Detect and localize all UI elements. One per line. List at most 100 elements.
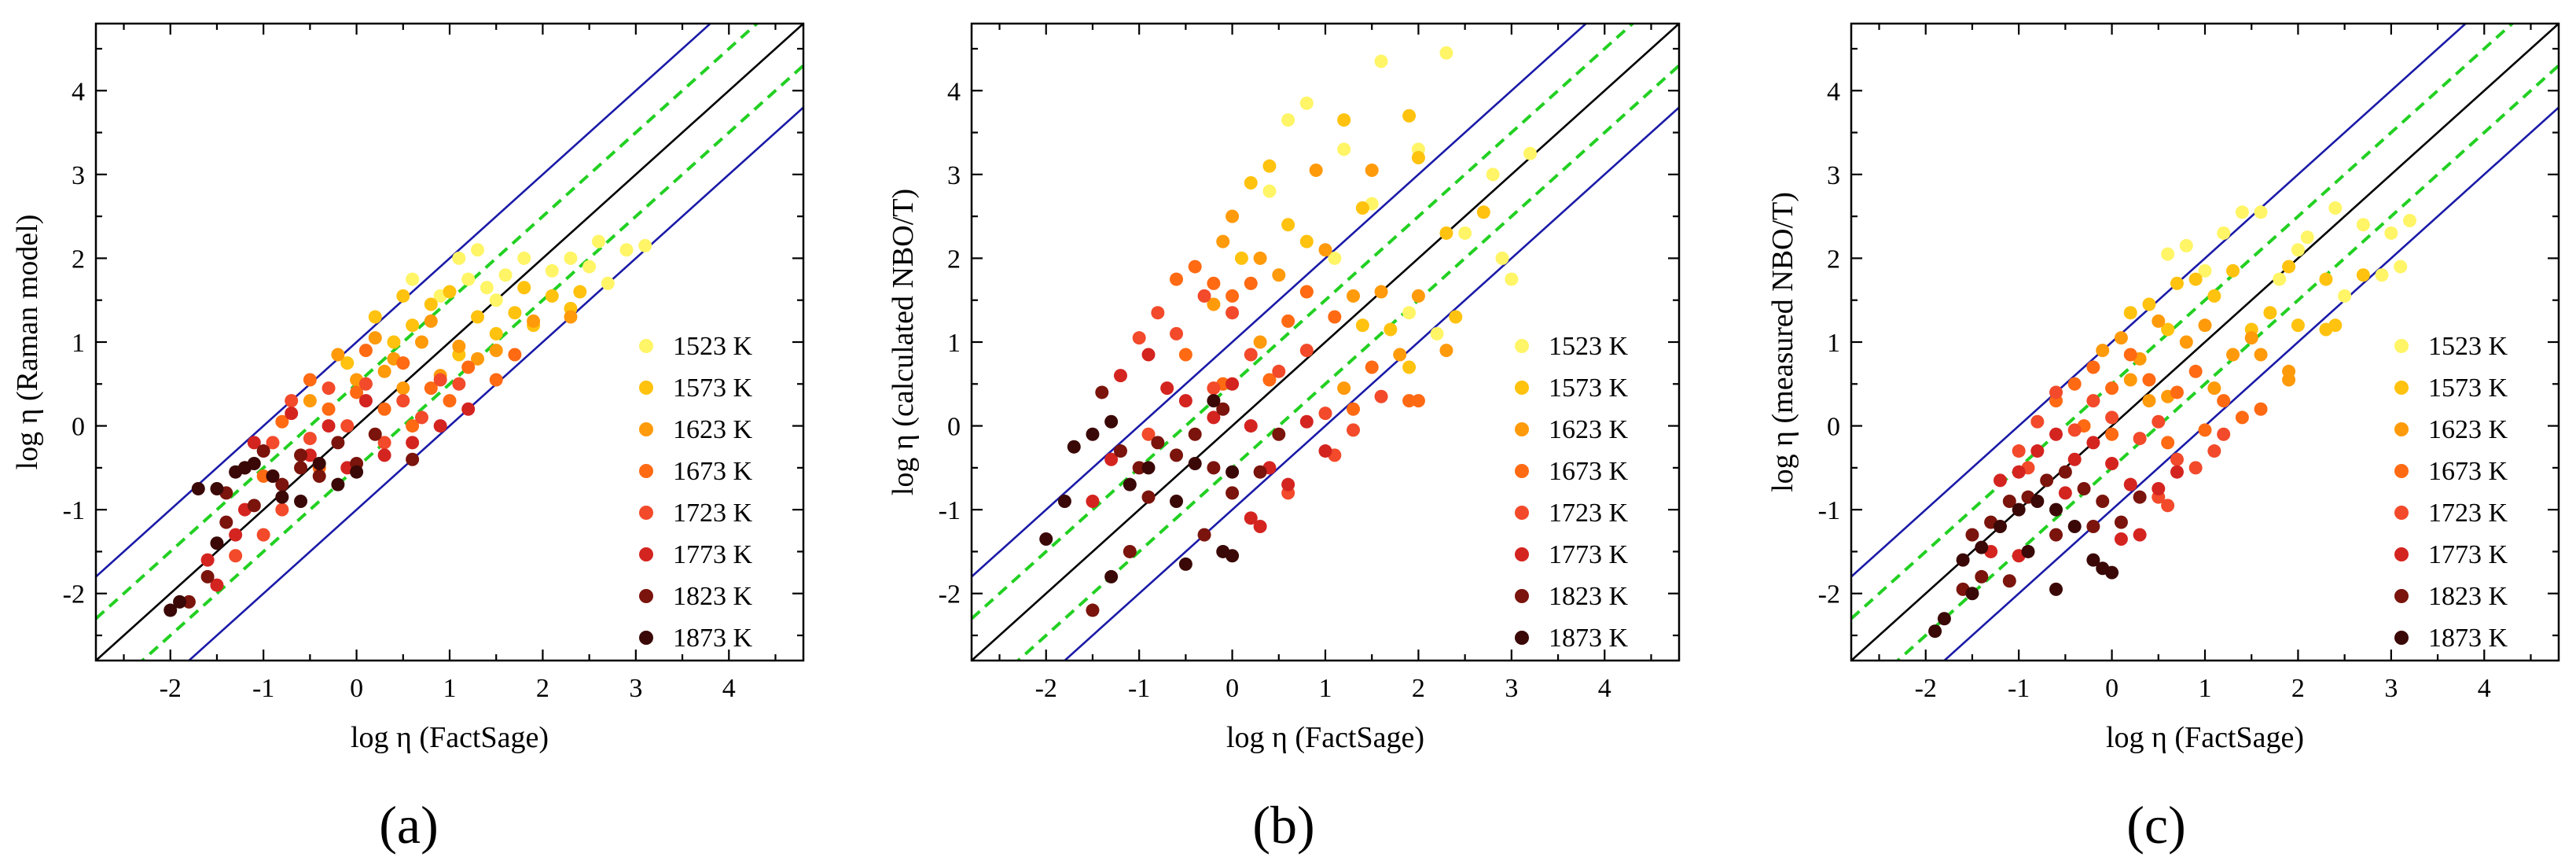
data-point-1773k [2049, 427, 2063, 441]
legend-marker [639, 339, 653, 353]
x-axis-label: log η (FactSage) [2106, 721, 2304, 754]
data-point-1873k [331, 477, 345, 491]
data-point-1523k [1439, 46, 1453, 60]
scatter-points [1928, 201, 2417, 639]
y-tick-label: 3 [947, 161, 961, 190]
x-axis-label: log η (FactSage) [1226, 721, 1424, 754]
data-point-1573k [545, 289, 559, 303]
data-point-1873k [1104, 569, 1119, 583]
legend-label: 1773 K [673, 540, 753, 569]
x-tick-label: -2 [160, 674, 182, 703]
data-point-1823k [1197, 528, 1211, 542]
data-point-1673k [508, 348, 522, 362]
data-point-1623k [2179, 335, 2193, 349]
data-point-1723k [322, 381, 336, 396]
data-point-1773k [1104, 452, 1119, 466]
data-point-1573k [1384, 322, 1398, 337]
data-point-1673k [2170, 385, 2184, 399]
data-point-1673k [1207, 276, 1221, 290]
green-dashed-line-lower [140, 64, 803, 661]
panel-label: (c) [2126, 795, 2185, 855]
data-point-1673k [2123, 348, 2137, 362]
legend-marker [2394, 339, 2409, 353]
panel-label: (a) [379, 795, 438, 855]
data-point-1723k [1197, 289, 1211, 303]
x-tick-label: 3 [2384, 674, 2398, 703]
data-point-1573k [340, 356, 355, 370]
data-point-1723k [340, 419, 355, 433]
data-point-1723k [2105, 410, 2119, 425]
chart-panel-measured-nbo: -2 -1 0 1 2 3 4 -2 -1 0 1 2 3 4 log η (FactSage) log η … [1766, 22, 2560, 754]
data-point-1523k [2356, 218, 2370, 232]
identity-line [96, 24, 803, 661]
legend-marker [1515, 464, 1529, 478]
legend-label: 1723 K [1549, 499, 1629, 528]
data-point-1773k [1281, 477, 1295, 491]
data-point-1873k [2030, 495, 2045, 508]
data-point-1523k [2161, 247, 2175, 261]
data-point-1673k [2105, 427, 2119, 441]
data-point-1773k [358, 394, 373, 408]
data-point-1823k [256, 444, 270, 458]
data-point-1723k [2161, 499, 2175, 513]
data-point-1873k [1123, 477, 1137, 491]
x-tick-label: -1 [1128, 674, 1150, 703]
data-point-1673k [2217, 394, 2231, 408]
x-tick-label: 4 [722, 674, 736, 703]
data-point-1723k [396, 394, 410, 408]
data-point-1723k [303, 432, 317, 446]
data-point-1873k [1057, 495, 1071, 508]
data-point-1723k [2152, 414, 2166, 429]
data-point-1523k [545, 263, 559, 278]
legend-label: 1873 K [1549, 624, 1629, 653]
data-point-1823k [182, 594, 196, 609]
data-point-1673k [2188, 364, 2203, 378]
x-tick-label: 2 [2291, 674, 2305, 703]
data-point-1523k [480, 281, 494, 295]
data-point-1673k [322, 402, 336, 416]
data-point-1823k [1123, 544, 1137, 558]
data-point-1523k [1430, 326, 1444, 340]
data-point-1623k [2114, 331, 2128, 345]
data-point-1573k [508, 306, 522, 320]
legend-marker [2394, 589, 2409, 603]
legend-label: 1823 K [2428, 582, 2508, 611]
data-point-1673k [1281, 314, 1295, 328]
data-point-1673k [424, 381, 438, 396]
data-point-1873k [1188, 457, 1202, 471]
blue-band-line-upper [1851, 24, 2468, 578]
data-point-1873k [2049, 502, 2063, 517]
data-point-1573k [1402, 109, 1417, 123]
data-point-1573k [443, 285, 457, 299]
data-point-1623k [2123, 373, 2137, 387]
data-point-1823k [2096, 495, 2110, 508]
legend-label: 1623 K [1549, 415, 1629, 444]
data-point-1623k [1393, 348, 1407, 362]
data-point-1723k [414, 410, 428, 425]
data-point-1823k [1216, 402, 1230, 416]
data-point-1673k [2067, 377, 2082, 391]
data-point-1773k [1244, 419, 1258, 433]
data-point-1773k [461, 402, 476, 416]
data-point-1573k [1355, 201, 1369, 215]
data-point-1673k [443, 394, 457, 408]
data-point-1723k [275, 502, 289, 517]
data-point-1723k [2086, 394, 2100, 408]
legend-marker [1515, 631, 1529, 645]
data-point-1773k [229, 528, 243, 542]
data-point-1623k [527, 314, 541, 328]
data-point-1523k [517, 251, 531, 265]
green-dashed-line-lower [1016, 64, 1679, 661]
data-point-1873k [294, 495, 308, 508]
data-point-1873k [1975, 540, 1989, 554]
data-point-1573k [1402, 360, 1417, 374]
data-point-1573k [1234, 251, 1248, 265]
data-point-1723k [1141, 427, 1156, 441]
data-point-1623k [2198, 318, 2212, 333]
data-point-1523k [452, 251, 466, 265]
y-tick-label: -1 [63, 496, 85, 525]
legend-label: 1673 K [1549, 457, 1629, 486]
data-point-1623k [1365, 164, 1379, 178]
legend-marker [639, 381, 653, 395]
data-point-1673k [1178, 348, 1192, 362]
